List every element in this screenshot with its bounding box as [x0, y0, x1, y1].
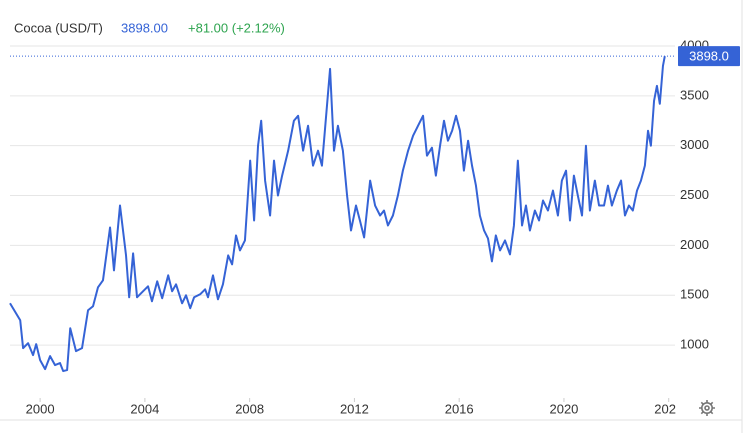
y-tick-label: 2000: [680, 237, 709, 252]
x-tick-label: 2004: [130, 401, 159, 416]
price-line: [9, 55, 666, 373]
settings-icon[interactable]: [699, 400, 715, 416]
x-tick-label: 2000: [26, 401, 55, 416]
x-axis: 2000 2004 2008 2012 2016 2020 2024: [26, 398, 683, 416]
x-tick-label: 2012: [340, 401, 369, 416]
price: 3898.00: [121, 20, 168, 35]
y-tick-label: 2500: [680, 187, 709, 202]
y-tick-label: 3000: [680, 137, 709, 152]
y-tick-label: 1500: [680, 287, 709, 302]
last-price-marker: [678, 46, 740, 67]
x-tick-label: 2008: [235, 401, 264, 416]
chart-title: Cocoa (USD/T): [14, 20, 103, 35]
change: +81.00 (+2.12%): [188, 20, 285, 35]
x-tick-label: 2016: [445, 401, 474, 416]
x-tick-label: 2020: [549, 401, 578, 416]
y-tick-label: 3500: [680, 87, 709, 102]
y-tick-label: 1000: [680, 337, 709, 352]
x-tick-label: 2024: [654, 401, 683, 416]
last-price-label: 3898.0: [689, 49, 729, 64]
